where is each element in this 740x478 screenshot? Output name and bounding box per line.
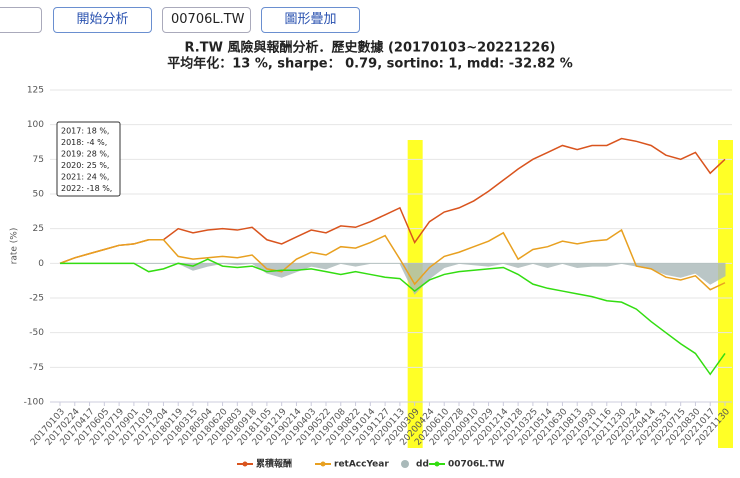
y-axis-label: rate (%)	[10, 228, 20, 265]
highlight-band	[718, 140, 733, 448]
x-tick-label: 20221017	[679, 407, 717, 448]
legend-label: retAccYear	[334, 460, 389, 470]
annotation-text: 2020: 25 %,	[61, 161, 109, 170]
chart-subtitle: 平均年化：13 %, sharpe： 0.79, sortino: 1, mdd…	[167, 56, 573, 72]
y-tick-label: 25	[33, 224, 44, 234]
x-tick-label: 20211230	[591, 407, 629, 448]
series-line	[59, 137, 726, 265]
x-tick-label: 20201214	[472, 407, 510, 448]
x-tick-label: 20220224	[605, 407, 643, 448]
legend-marker	[401, 460, 409, 468]
highlight-band	[407, 140, 423, 448]
annotation-text: 2022: -18 %,	[61, 184, 112, 193]
legend-marker	[242, 461, 248, 467]
legend-item[interactable]: 累積報酬	[237, 458, 292, 470]
y-tick-label: -25	[29, 294, 44, 304]
y-tick-label: 125	[27, 86, 44, 96]
x-tick-label: 20180803	[206, 407, 244, 448]
x-tick-label: 20200610	[413, 407, 451, 448]
x-tick-label: 20170417	[59, 407, 97, 448]
series-line	[59, 228, 726, 291]
overlay-button[interactable]: 圖形疊加	[261, 7, 360, 33]
legend-item[interactable]: 00706L.TW	[429, 460, 505, 470]
legend-label: 累積報酬	[256, 458, 292, 470]
chart-title: R.TW 風險與報酬分析．歷史數據 (20170103~20221226)	[185, 40, 556, 56]
legend-marker	[434, 461, 440, 467]
y-tick-label: 50	[33, 190, 45, 200]
x-tick-label: 20191014	[339, 407, 377, 448]
x-tick-label: 20180315	[162, 407, 200, 448]
x-tick-label: 20210930	[561, 407, 599, 448]
x-tick-label: 20210325	[502, 407, 540, 448]
x-tick-label: 20210630	[531, 407, 569, 448]
y-tick-label: 100	[27, 120, 44, 130]
x-tick-label: 20221130	[694, 407, 732, 448]
x-tick-label: 20171204	[132, 407, 170, 448]
y-tick-label: -100	[24, 398, 45, 408]
legend-label: dd	[416, 460, 429, 470]
x-tick-label: 20191127	[354, 407, 392, 448]
x-tick-label: 20190822	[325, 407, 363, 448]
x-tick-label: 20171019	[118, 407, 156, 448]
x-tick-label: 20200113	[369, 407, 407, 448]
y-tick-label: 0	[38, 259, 44, 269]
x-tick-label: 20190403	[280, 407, 318, 448]
annotation-text: 2017: 18 %,	[61, 127, 109, 136]
x-tick-label: 20170719	[88, 407, 126, 448]
legend-item[interactable]: dd	[401, 460, 429, 470]
x-tick-label: 20170103	[29, 407, 67, 448]
x-tick-label: 20170901	[103, 407, 141, 448]
x-tick-label: 20180119	[147, 407, 185, 448]
text-input[interactable]	[0, 7, 42, 33]
x-tick-label: 20211116	[576, 407, 614, 448]
y-tick-label: 75	[33, 155, 44, 165]
x-tick-label: 20190708	[310, 407, 348, 448]
x-tick-label: 20200910	[443, 407, 481, 448]
x-tick-label: 20180504	[177, 407, 215, 448]
x-tick-label: 20180918	[221, 407, 259, 448]
x-tick-label: 20220830	[664, 407, 702, 448]
x-tick-label: 20200728	[428, 407, 466, 448]
dd-area	[60, 262, 726, 295]
x-tick-label: 20170224	[44, 407, 82, 448]
x-tick-label: 20181105	[236, 407, 274, 448]
x-tick-label: 20210128	[487, 407, 525, 448]
y-tick-label: -50	[29, 328, 44, 338]
y-tick-label: -75	[29, 363, 44, 373]
x-tick-label: 20180620	[192, 407, 230, 448]
legend-item[interactable]: retAccYear	[315, 460, 389, 470]
annotation-text: 2019: 28 %,	[61, 150, 109, 159]
x-tick-label: 20220715	[650, 407, 688, 448]
series-line	[60, 258, 726, 376]
x-tick-label: 20210514	[517, 407, 555, 448]
x-tick-label: 20200309	[384, 407, 422, 448]
annotation-text: 2018: -4 %,	[61, 138, 107, 147]
annotation-box	[56, 121, 121, 197]
x-tick-label: 20200424	[398, 407, 436, 448]
annotation-text: 2021: 24 %,	[61, 173, 109, 182]
legend-label: 00706L.TW	[448, 460, 505, 470]
x-tick-label: 20210813	[546, 407, 584, 448]
x-tick-label: 20220531	[635, 407, 673, 448]
x-tick-label: 20170605	[73, 407, 111, 448]
x-tick-label: 20220414	[620, 407, 658, 448]
x-tick-label: 20190522	[295, 407, 333, 448]
x-tick-label: 20201029	[458, 407, 496, 448]
symbol-input[interactable]: 00706L.TW	[162, 7, 251, 33]
legend-marker	[320, 461, 326, 467]
analyze-button[interactable]: 開始分析	[53, 7, 152, 33]
x-tick-label: 20181219	[251, 407, 289, 448]
x-tick-label: 20190214	[265, 407, 303, 448]
